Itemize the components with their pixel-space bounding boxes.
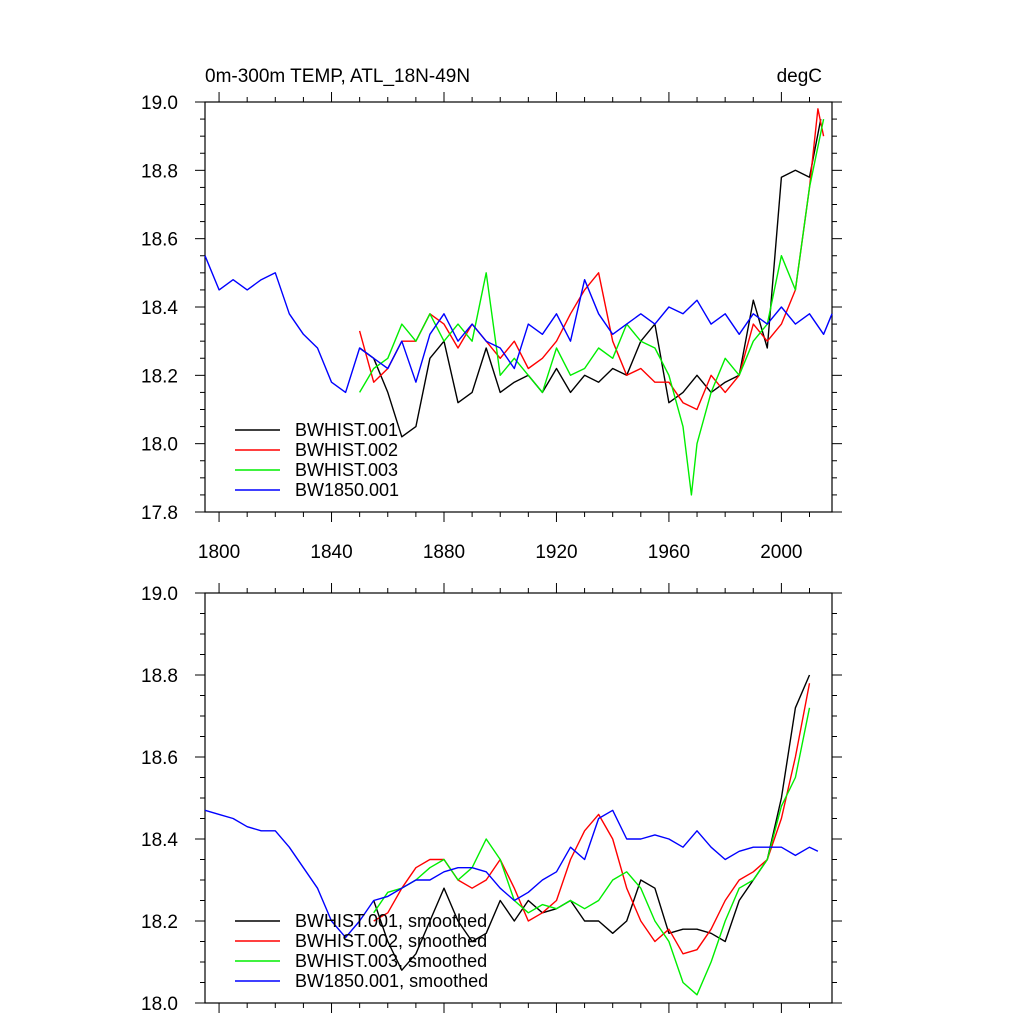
legend-label: BWHIST.002, smoothed xyxy=(295,931,487,951)
y-tick-label: 18.0 xyxy=(141,435,178,456)
legend-label: BWHIST.001, smoothed xyxy=(295,911,487,931)
y-tick-label: 18.6 xyxy=(141,748,178,769)
legend-label: BWHIST.002 xyxy=(295,440,398,460)
lower-panel: 18.0 18.2 18.4 18.6 18.8 19.0 BWHIST.001, smoo… xyxy=(141,583,842,1015)
series-line-bwhist-003 xyxy=(358,118,825,496)
chart-title: 0m-300m TEMP, ATL_18N-49N xyxy=(205,66,470,87)
series-line-bwhist-001-smoothed xyxy=(373,674,811,971)
y-tick-label: 18.2 xyxy=(141,912,178,933)
legend-label: BWHIST.003, smoothed xyxy=(295,951,487,971)
x-tick-label: 1920 xyxy=(535,542,577,563)
series-line-bwhist-001 xyxy=(359,118,822,438)
y-tick-label: 18.4 xyxy=(141,830,178,851)
x-tick-label: 2000 xyxy=(760,542,802,563)
series-line-bwhist-003-smoothed xyxy=(373,707,811,996)
units-label: degC xyxy=(777,66,822,87)
x-tick-label: 1880 xyxy=(423,542,465,563)
legend-label: BW1850.001, smoothed xyxy=(295,971,488,991)
x-tick-label: 1800 xyxy=(198,542,240,563)
legend-label: BWHIST.001 xyxy=(295,420,398,440)
upper-panel: 1800 1840 1880 1920 1960 2000 17.8 18.0 18.2 18.4… xyxy=(141,66,842,563)
y-tick-label: 18.8 xyxy=(141,161,178,182)
y-tick-label: 19.0 xyxy=(141,93,178,114)
x-tick-label: 1960 xyxy=(648,542,690,563)
y-tick-label: 18.6 xyxy=(141,230,178,251)
y-tick-label: 18.2 xyxy=(141,366,178,387)
legend-label: BWHIST.003 xyxy=(295,460,398,480)
y-tick-label: 18.0 xyxy=(141,994,178,1015)
x-tick-label: 1840 xyxy=(310,542,352,563)
series-line-bw1850-001 xyxy=(204,255,833,394)
y-tick-label: 17.8 xyxy=(141,503,178,524)
series-line-bw1850-001-smoothed xyxy=(204,809,819,939)
y-tick-label: 18.8 xyxy=(141,666,178,687)
legend-label: BW1850.001 xyxy=(295,480,399,500)
y-tick-label: 19.0 xyxy=(141,584,178,605)
y-tick-label: 18.4 xyxy=(141,298,178,319)
